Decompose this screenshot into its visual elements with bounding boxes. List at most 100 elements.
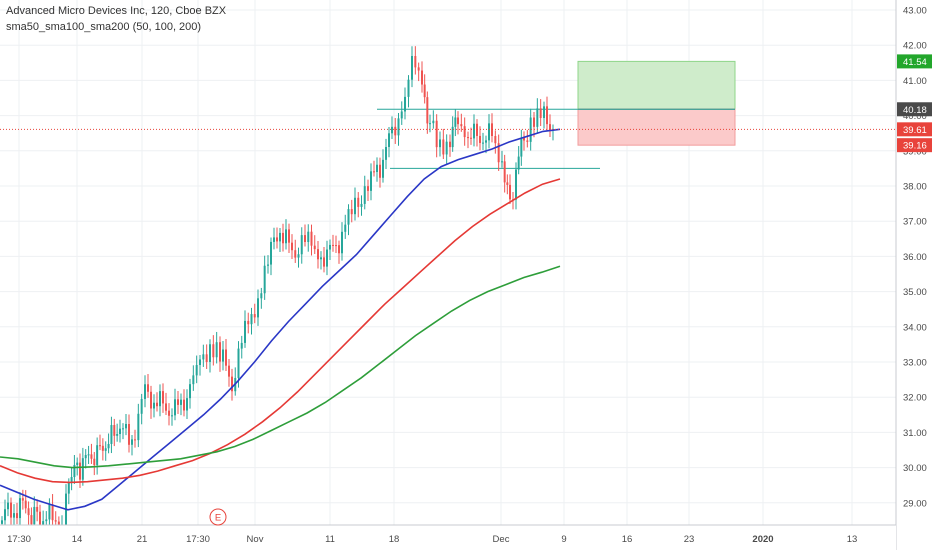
candle-body bbox=[134, 439, 136, 441]
candle-body bbox=[423, 84, 426, 98]
price-tag-stop-label: 39.16 bbox=[903, 141, 927, 152]
candle-body bbox=[212, 344, 215, 358]
candle-body bbox=[473, 123, 475, 139]
candle-body bbox=[357, 197, 360, 207]
time-tick-label: 9 bbox=[561, 534, 566, 545]
candle-body bbox=[263, 265, 266, 294]
candle-body bbox=[279, 232, 281, 242]
earnings-marker[interactable]: E bbox=[209, 508, 227, 526]
candle-body bbox=[503, 161, 506, 183]
candle-body bbox=[467, 137, 469, 139]
candle-body bbox=[501, 161, 503, 163]
price-tag-target-label: 41.54 bbox=[903, 57, 927, 68]
candle-body bbox=[267, 264, 269, 266]
candle-body bbox=[81, 458, 84, 480]
candle-body bbox=[370, 171, 372, 191]
candle-body bbox=[13, 513, 15, 518]
candle-body bbox=[186, 398, 188, 411]
candle-body bbox=[171, 415, 173, 417]
candle-body bbox=[202, 354, 205, 360]
candle-body bbox=[533, 117, 535, 127]
price-tick-label: 42.00 bbox=[903, 41, 927, 52]
candle-body bbox=[107, 443, 110, 449]
candle-body bbox=[84, 455, 87, 459]
candle-body bbox=[400, 111, 403, 119]
candle-body bbox=[300, 235, 303, 255]
candle-body bbox=[285, 229, 287, 244]
candle-body bbox=[260, 293, 263, 299]
time-tick-label: 11 bbox=[325, 534, 335, 545]
candle-body bbox=[247, 320, 250, 325]
candle-body bbox=[520, 137, 523, 157]
candle-body bbox=[10, 502, 12, 518]
price-tick-label: 40.00 bbox=[903, 111, 927, 122]
candle-body bbox=[460, 124, 463, 127]
candle-body bbox=[177, 399, 179, 405]
earnings-circle bbox=[209, 508, 227, 526]
candle-body bbox=[497, 143, 500, 163]
candle-body bbox=[228, 365, 230, 377]
candle-body bbox=[45, 519, 48, 522]
time-tick-label: 23 bbox=[684, 534, 695, 545]
price-tick-label: 36.00 bbox=[903, 252, 927, 263]
candle-body bbox=[347, 209, 350, 225]
candle-body bbox=[159, 391, 161, 407]
price-tick-label: 29.00 bbox=[903, 498, 927, 509]
time-tick-label: Dec bbox=[493, 534, 510, 545]
candle-body bbox=[131, 439, 133, 445]
candle-body bbox=[509, 184, 511, 200]
candle-body bbox=[119, 428, 121, 435]
candle-body bbox=[189, 384, 191, 399]
time-tick-label: 21 bbox=[137, 534, 148, 545]
price-tag-entry bbox=[897, 102, 932, 117]
candle-body bbox=[435, 120, 438, 148]
candle-body bbox=[257, 298, 259, 318]
candle-body bbox=[367, 186, 369, 191]
price-tag-last bbox=[897, 122, 932, 137]
candle-body bbox=[153, 402, 155, 409]
time-axis: 17:30 14 21 17:30 Nov 11 18 Dec 9 16 23 2020 13 bbox=[0, 524, 896, 550]
candle-body bbox=[323, 257, 325, 267]
candle-body bbox=[219, 342, 221, 362]
earnings-label: E bbox=[215, 513, 221, 524]
candle-body bbox=[70, 477, 73, 483]
candle-body bbox=[253, 314, 256, 318]
price-tick-label: 43.00 bbox=[903, 6, 927, 17]
candle-body bbox=[16, 513, 18, 519]
candle-body bbox=[476, 123, 478, 136]
time-tick-label: 2020 bbox=[752, 534, 773, 545]
time-tick-label: 13 bbox=[847, 534, 858, 545]
candle-body bbox=[304, 235, 306, 243]
candle-body bbox=[506, 182, 509, 185]
candle-body bbox=[96, 445, 99, 466]
candle-body bbox=[54, 520, 57, 522]
candle-body bbox=[310, 231, 313, 246]
candle-body bbox=[87, 454, 90, 456]
time-tick-label: 14 bbox=[72, 534, 83, 545]
price-tick-label: 37.00 bbox=[903, 217, 927, 228]
candle-body bbox=[51, 504, 54, 521]
candle-body bbox=[429, 123, 431, 125]
time-tick-label: 18 bbox=[389, 534, 400, 545]
candle-body bbox=[205, 354, 208, 362]
candle-body bbox=[1, 520, 3, 524]
candle-body bbox=[156, 402, 158, 407]
candle-body bbox=[110, 425, 113, 444]
candle-body bbox=[140, 398, 143, 414]
candle-body bbox=[24, 500, 27, 509]
price-tick-label: 32.00 bbox=[903, 393, 927, 404]
candle-body bbox=[543, 106, 545, 119]
indicator-legend[interactable]: sma50_sma100_sma200 (50, 100, 200) bbox=[6, 21, 202, 33]
horizontal-levels bbox=[377, 108, 735, 169]
candle-body bbox=[445, 141, 448, 155]
candle-body bbox=[320, 257, 322, 260]
candle-body bbox=[48, 504, 51, 520]
price-tick-label: 38.00 bbox=[903, 182, 927, 193]
candle-body bbox=[338, 245, 340, 254]
candle-body bbox=[404, 96, 406, 112]
candle-body bbox=[463, 126, 466, 138]
time-tick-label: 17:30 bbox=[186, 534, 210, 545]
candle-body bbox=[417, 67, 420, 71]
candle-body bbox=[128, 424, 130, 445]
